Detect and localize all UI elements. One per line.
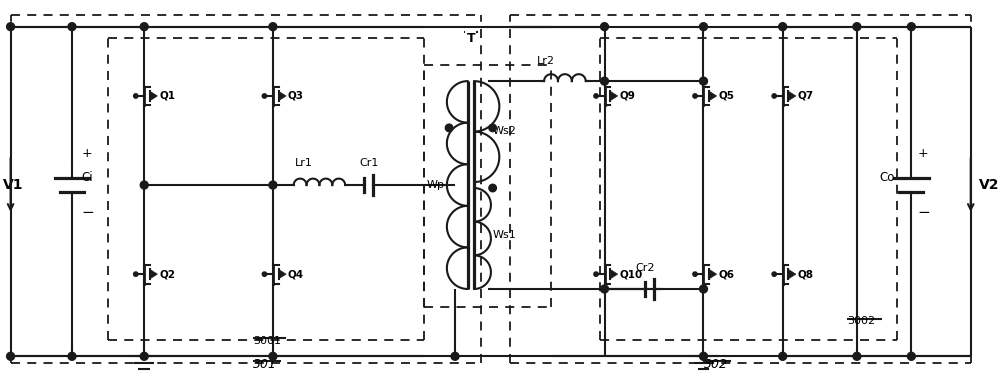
Polygon shape — [709, 269, 717, 279]
Circle shape — [779, 23, 787, 31]
Circle shape — [445, 124, 453, 131]
Circle shape — [7, 352, 15, 360]
Text: −: − — [917, 205, 930, 220]
Text: V2: V2 — [979, 178, 999, 192]
Circle shape — [907, 352, 915, 360]
Polygon shape — [610, 91, 618, 101]
Polygon shape — [150, 91, 157, 101]
Circle shape — [700, 285, 707, 293]
Circle shape — [853, 352, 861, 360]
Text: Q7: Q7 — [798, 91, 814, 101]
Circle shape — [451, 352, 459, 360]
Text: Cr2: Cr2 — [635, 263, 655, 273]
Text: Q5: Q5 — [719, 91, 735, 101]
Circle shape — [601, 77, 608, 85]
Text: Wp: Wp — [426, 180, 444, 190]
Circle shape — [269, 23, 277, 31]
Text: Ws1: Ws1 — [493, 230, 516, 239]
Circle shape — [700, 23, 707, 31]
Text: Q6: Q6 — [719, 269, 735, 279]
Circle shape — [594, 272, 598, 276]
Text: Q3: Q3 — [288, 91, 304, 101]
Text: V1: V1 — [3, 178, 23, 192]
Circle shape — [134, 94, 138, 98]
Circle shape — [68, 352, 76, 360]
Text: Co: Co — [880, 171, 895, 184]
Circle shape — [489, 184, 496, 192]
Text: 3002: 3002 — [847, 316, 875, 326]
Text: 302: 302 — [703, 358, 727, 371]
Circle shape — [853, 23, 861, 31]
Polygon shape — [709, 91, 717, 101]
Circle shape — [693, 94, 697, 98]
Circle shape — [772, 94, 776, 98]
Polygon shape — [150, 269, 157, 279]
Circle shape — [68, 23, 76, 31]
Text: Ci: Ci — [82, 171, 93, 184]
Circle shape — [134, 272, 138, 276]
Polygon shape — [279, 91, 286, 101]
Circle shape — [262, 94, 267, 98]
Circle shape — [601, 23, 608, 31]
Text: Q10: Q10 — [620, 269, 643, 279]
Circle shape — [140, 181, 148, 189]
Text: +: + — [82, 147, 92, 160]
Text: 301: 301 — [253, 358, 277, 371]
Circle shape — [140, 352, 148, 360]
Text: Q1: Q1 — [159, 91, 175, 101]
Circle shape — [601, 285, 608, 293]
Text: T: T — [467, 32, 475, 44]
Text: +: + — [917, 147, 928, 160]
Circle shape — [262, 272, 267, 276]
Text: Lr2: Lr2 — [537, 56, 555, 66]
Circle shape — [772, 272, 776, 276]
Text: 3001: 3001 — [253, 336, 281, 345]
Text: Cr1: Cr1 — [359, 158, 378, 168]
Polygon shape — [610, 269, 618, 279]
Circle shape — [907, 23, 915, 31]
Circle shape — [700, 352, 707, 360]
Circle shape — [140, 23, 148, 31]
Text: −: − — [82, 205, 95, 220]
Polygon shape — [279, 269, 286, 279]
Text: Ws2: Ws2 — [493, 126, 517, 136]
Circle shape — [693, 272, 697, 276]
Text: Q9: Q9 — [620, 91, 635, 101]
Circle shape — [269, 352, 277, 360]
Text: Q8: Q8 — [798, 269, 814, 279]
Polygon shape — [788, 91, 796, 101]
Circle shape — [700, 77, 707, 85]
Text: Lr1: Lr1 — [295, 158, 313, 168]
Text: Q2: Q2 — [159, 269, 175, 279]
Circle shape — [779, 352, 787, 360]
Text: Q4: Q4 — [288, 269, 304, 279]
Circle shape — [7, 23, 15, 31]
Circle shape — [269, 181, 277, 189]
Polygon shape — [788, 269, 796, 279]
Circle shape — [594, 94, 598, 98]
Circle shape — [489, 124, 496, 131]
